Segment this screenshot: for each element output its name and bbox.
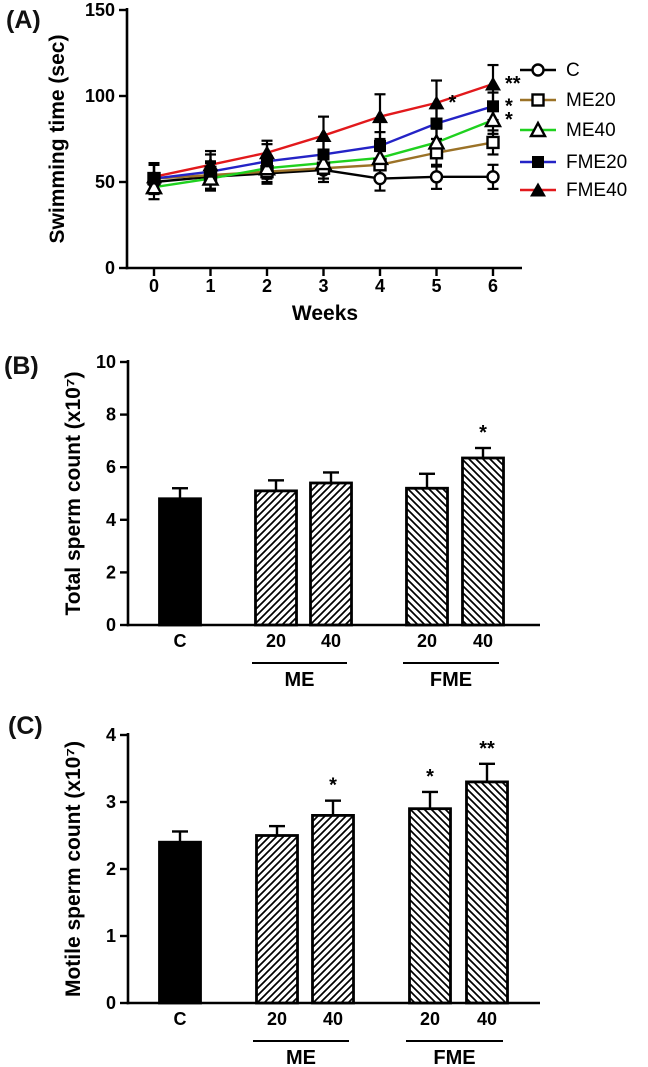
svg-text:40: 40	[473, 631, 493, 651]
group-label-ME: ME	[286, 1047, 316, 1067]
panel-b-label: (B)	[4, 352, 39, 380]
svg-text:0: 0	[149, 276, 159, 296]
bar-4	[465, 780, 509, 1005]
svg-text:20: 20	[417, 631, 437, 651]
panel-b: (B) 0 2 4 6 8 10 Total sperm count (x10⁷) C 20 40…	[0, 340, 648, 700]
svg-text:150: 150	[85, 0, 115, 20]
svg-text:20: 20	[420, 1009, 440, 1029]
legend-label-FME20: FME20	[566, 152, 627, 173]
motile-sperm-count-bar-chart: 0 1 2 3 4 Motile sperm count (x10⁷) C 20 40 * 20 * 4…	[62, 725, 540, 1067]
significance-mark: *	[505, 95, 513, 117]
svg-text:20: 20	[266, 631, 286, 651]
significance-mark: **	[505, 73, 521, 95]
svg-text:C: C	[174, 1009, 187, 1029]
y-axis-label: Total sperm count (x10⁷)	[62, 372, 85, 616]
svg-text:0: 0	[106, 615, 116, 635]
svg-text:10: 10	[96, 352, 116, 372]
bar-1	[255, 834, 299, 1005]
significance-mark: *	[449, 92, 457, 114]
group-label-ME: ME	[285, 669, 315, 691]
bar-control	[158, 840, 202, 1005]
svg-text:3: 3	[106, 792, 116, 812]
legend-label-C: C	[566, 60, 580, 81]
svg-text:6: 6	[488, 276, 498, 296]
panel-a-label: (A)	[6, 6, 41, 34]
svg-text:C: C	[174, 631, 187, 651]
svg-text:40: 40	[323, 1009, 343, 1029]
svg-text:6: 6	[106, 457, 116, 477]
bar-2	[309, 481, 353, 627]
svg-text:1: 1	[106, 926, 116, 946]
panel-c-label: (C)	[8, 712, 43, 740]
svg-text:50: 50	[95, 172, 115, 192]
svg-text:4: 4	[106, 510, 116, 530]
bar-1	[254, 489, 298, 627]
y-axis-label: Motile sperm count (x10⁷)	[62, 741, 85, 997]
group-label-FME: FME	[433, 1047, 475, 1067]
x-axis-label: Weeks	[292, 302, 358, 325]
svg-text:8: 8	[106, 405, 116, 425]
svg-text:0: 0	[105, 258, 115, 278]
legend-label-FME40: FME40	[566, 180, 627, 201]
significance-mark: **	[479, 738, 495, 760]
svg-text:4: 4	[106, 725, 116, 745]
svg-text:2: 2	[262, 276, 272, 296]
svg-text:5: 5	[431, 276, 441, 296]
svg-text:3: 3	[318, 276, 328, 296]
bar-3	[408, 807, 452, 1005]
svg-text:2: 2	[106, 562, 116, 582]
panel-a: (A) 0 50 100 150 Swimming time (sec) 0 1 2 3 4 5 6 W…	[0, 0, 648, 340]
y-axis-label: Swimming time (sec)	[46, 35, 69, 244]
bar-4	[461, 456, 505, 627]
significance-mark: *	[479, 422, 487, 444]
swimming-time-line-chart: 0 50 100 150 Swimming time (sec) 0 1 2 3 4 5 6 Weeks…	[46, 0, 627, 325]
svg-text:4: 4	[375, 276, 385, 296]
bar-control	[158, 497, 202, 627]
svg-text:1: 1	[205, 276, 215, 296]
svg-text:40: 40	[321, 631, 341, 651]
significance-mark: *	[426, 766, 434, 788]
significance-mark: *	[505, 109, 513, 131]
bar-3	[405, 486, 449, 627]
svg-text:2: 2	[106, 859, 116, 879]
significance-mark: *	[329, 775, 337, 797]
panel-c: (C) 0 1 2 3 4 Motile sperm count (x10⁷) C 20 40 *…	[0, 700, 648, 1067]
total-sperm-count-bar-chart: 0 2 4 6 8 10 Total sperm count (x10⁷) C 20 40 20 40…	[62, 352, 540, 691]
legend-label-ME20: ME20	[566, 90, 616, 111]
svg-text:100: 100	[85, 86, 115, 106]
svg-text:40: 40	[477, 1009, 497, 1029]
legend-label-ME40: ME40	[566, 120, 616, 141]
svg-text:20: 20	[267, 1009, 287, 1029]
svg-text:0: 0	[106, 993, 116, 1013]
bar-2	[311, 814, 355, 1005]
group-label-FME: FME	[430, 669, 472, 691]
